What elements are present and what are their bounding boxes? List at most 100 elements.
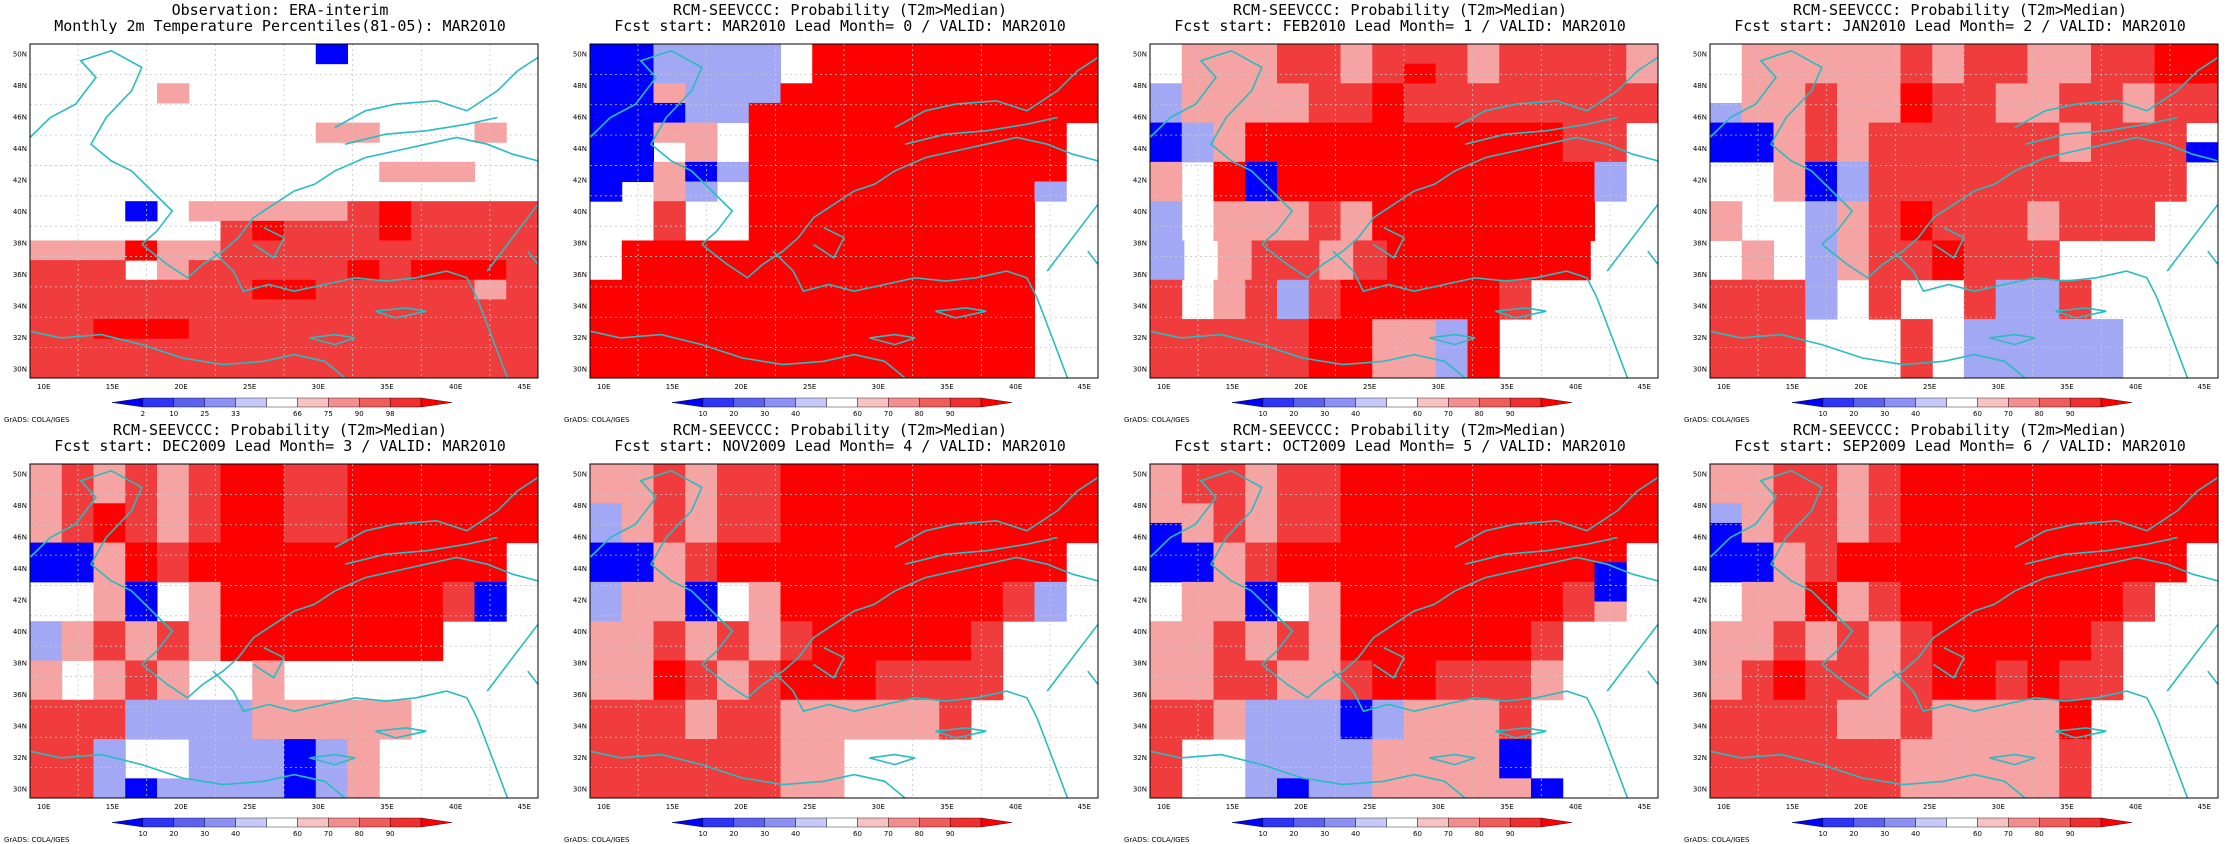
lat-label: 44N xyxy=(1693,145,1707,153)
grid-cell xyxy=(1773,83,1806,104)
grid-cell xyxy=(284,778,317,799)
grid-cell xyxy=(812,338,845,359)
grid-cell xyxy=(653,83,686,104)
grid-cell xyxy=(971,102,1004,124)
grid-cell xyxy=(1372,483,1405,504)
grid-cell xyxy=(812,522,845,544)
grid-cell xyxy=(1837,201,1870,222)
grid-cell xyxy=(1181,542,1214,563)
grid-cell xyxy=(315,522,348,544)
grid-cell xyxy=(506,464,539,485)
coastline xyxy=(701,556,1099,699)
grid-cell xyxy=(1150,758,1183,779)
grid-cell xyxy=(1150,102,1183,124)
grid-cell xyxy=(1995,562,2028,583)
grid-cell xyxy=(748,260,781,281)
grid-cell xyxy=(812,562,845,583)
grid-cell xyxy=(2059,739,2092,760)
grid-cell xyxy=(442,319,475,340)
grid-cell xyxy=(1340,161,1373,183)
grid-cell xyxy=(1594,581,1627,603)
grid-cell xyxy=(1805,63,1838,84)
grid-cell xyxy=(907,102,940,124)
grid-cell xyxy=(1404,680,1437,701)
grid-cell xyxy=(780,201,813,222)
grid-cell xyxy=(1741,338,1774,359)
coastlines xyxy=(1149,49,1659,379)
map-frame xyxy=(1709,463,2219,799)
grid-cell xyxy=(621,601,654,622)
lat-label: 36N xyxy=(1133,691,1147,699)
grid-cell xyxy=(939,358,972,379)
grid-cell xyxy=(1372,522,1405,544)
grid-cell xyxy=(1467,562,1500,583)
grid-cell xyxy=(125,581,158,603)
grid-cell xyxy=(2091,220,2124,241)
colorbar-swatch xyxy=(1977,397,2009,408)
grid-cell xyxy=(1900,739,1933,760)
grid-cell xyxy=(1467,181,1500,202)
grid-cell xyxy=(812,299,845,320)
colorbar-swatch xyxy=(1509,817,1542,828)
lon-label: 25E xyxy=(243,803,256,811)
grid-cell xyxy=(1995,601,2028,622)
lon-label: 15E xyxy=(106,803,119,811)
grid-cell xyxy=(1900,699,1933,720)
grid-cell xyxy=(621,503,654,524)
colorbar-label: 70 xyxy=(324,830,333,838)
grid-cell xyxy=(2091,142,2124,163)
grid-cell xyxy=(748,319,781,340)
grid-cell xyxy=(939,621,972,642)
lon-label: 35E xyxy=(940,803,953,811)
grid-cell xyxy=(1002,319,1035,340)
lat-label: 48N xyxy=(1133,82,1147,90)
grid-cell xyxy=(1213,63,1246,84)
grid-cell xyxy=(2122,63,2155,84)
grid-cell xyxy=(220,640,253,661)
coastline xyxy=(1087,250,1099,265)
lon-label: 30E xyxy=(312,803,325,811)
grid-cell xyxy=(2027,699,2060,720)
grid-cell xyxy=(875,640,908,661)
grid-cell xyxy=(125,358,158,379)
grid-cell xyxy=(2059,699,2092,720)
grid-cell xyxy=(1066,102,1099,124)
grid-cell xyxy=(907,601,940,622)
grid-cell xyxy=(1594,63,1627,84)
grid-cell xyxy=(411,621,444,642)
lat-label: 44N xyxy=(13,565,27,573)
grid-cell xyxy=(1932,522,1965,544)
grid-cell xyxy=(971,522,1004,544)
grid-cell xyxy=(844,83,877,104)
grid-cell xyxy=(1531,680,1564,701)
grid-cell xyxy=(220,522,253,544)
grid-cell xyxy=(1308,142,1341,163)
grid-cell xyxy=(907,680,940,701)
grid-cell xyxy=(1404,220,1437,241)
grid-cell xyxy=(1372,621,1405,642)
grid-cell xyxy=(1964,640,1997,661)
grid-cell xyxy=(1741,142,1774,163)
colorbar-label: 20 xyxy=(729,830,738,838)
coastline xyxy=(309,333,356,346)
lat-label: 42N xyxy=(1133,176,1147,184)
grid-cell xyxy=(780,503,813,524)
grid-cell xyxy=(2059,522,2092,544)
grid-cell xyxy=(1805,640,1838,661)
grid-cell xyxy=(1932,161,1965,183)
grid-cell xyxy=(284,319,317,340)
grid-cell xyxy=(1213,122,1246,143)
grid-cell xyxy=(875,260,908,281)
grid-cell xyxy=(907,464,940,485)
lon-label: 40E xyxy=(1009,803,1022,811)
grid-cell xyxy=(1372,542,1405,563)
grid-cell xyxy=(1499,601,1532,622)
grid-cell xyxy=(1499,640,1532,661)
panel-subtitle: Fcst start: MAR2010 Lead Month= 0 / VALI… xyxy=(614,17,1066,35)
coastline xyxy=(29,49,174,246)
grid-cell xyxy=(1404,483,1437,504)
grid-cell xyxy=(1002,483,1035,504)
grid-cell xyxy=(411,542,444,563)
grid-cell xyxy=(812,122,845,143)
grid-cell xyxy=(30,660,63,681)
